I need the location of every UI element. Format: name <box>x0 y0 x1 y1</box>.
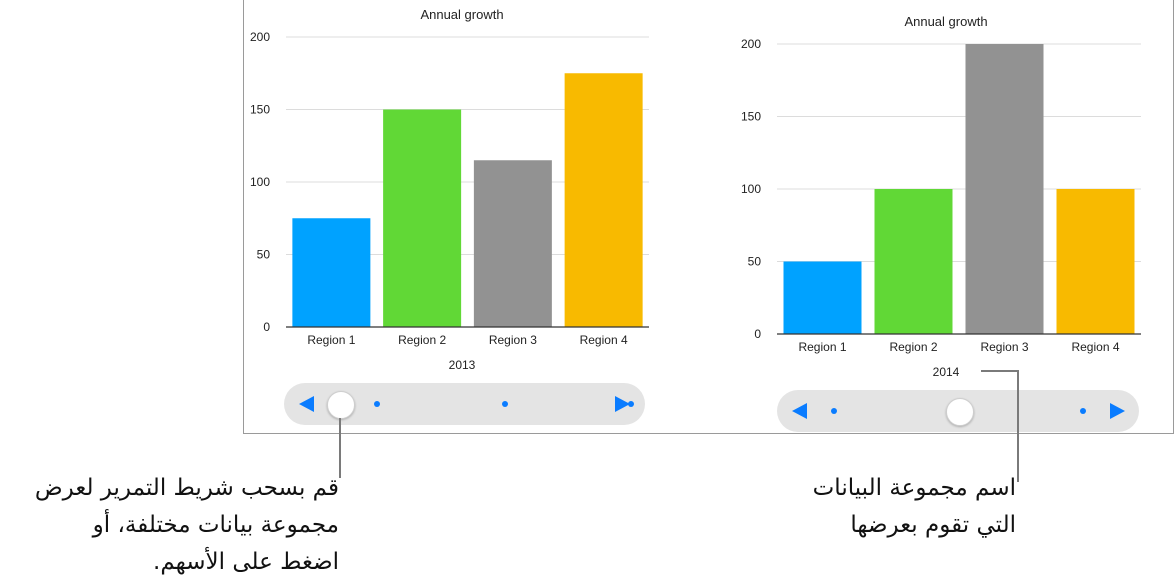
bar-region-3 <box>965 44 1044 334</box>
slider-stop-dot[interactable] <box>628 401 634 407</box>
x-tick-label: Region 2 <box>398 333 446 347</box>
chart-2013: Annual growth 0 50 100 150 200 Region 1 Region … <box>250 7 649 372</box>
slider-thumb[interactable] <box>327 391 355 419</box>
dataset-name-label: 2013 <box>449 358 476 372</box>
y-tick-label: 0 <box>263 320 270 334</box>
x-tick-label: Region 3 <box>980 340 1028 354</box>
right-arrow-icon[interactable] <box>1110 403 1125 419</box>
chart-title: Annual growth <box>420 7 503 22</box>
y-tick-label: 200 <box>741 37 761 51</box>
bar-region-1 <box>292 218 371 327</box>
dataset-name-label: 2014 <box>933 365 960 379</box>
y-tick-label: 100 <box>741 182 761 196</box>
leader-line-dataset-name <box>981 370 1019 372</box>
bar-region-2 <box>874 189 953 334</box>
y-tick-label: 200 <box>250 30 270 44</box>
y-tick-label: 150 <box>741 110 761 124</box>
bar-region-4 <box>564 73 643 327</box>
x-tick-label: Region 1 <box>798 340 846 354</box>
chart-title: Annual growth <box>904 14 987 29</box>
y-tick-label: 50 <box>257 248 271 262</box>
y-tick-label: 50 <box>748 255 762 269</box>
slider-instruction-callout: قم بسحب شريط التمرير لعرض مجموعة بيانات … <box>34 475 339 575</box>
bar-region-3 <box>473 160 552 327</box>
bar-region-1 <box>783 261 862 334</box>
slider-stop-dot[interactable] <box>831 408 837 414</box>
y-tick-label: 0 <box>754 327 761 341</box>
x-tick-label: Region 4 <box>580 333 628 347</box>
leader-line-dataset-name <box>1017 370 1019 482</box>
dataset-slider-left[interactable] <box>284 383 645 425</box>
right-arrow-icon[interactable] <box>615 396 630 412</box>
slider-stop-dot[interactable] <box>374 401 380 407</box>
x-tick-label: Region 3 <box>489 333 537 347</box>
chart-frame: Annual growth 0 50 100 150 200 Region 1 Region … <box>243 0 1174 434</box>
bar-region-2 <box>383 109 462 327</box>
slider-stop-dot[interactable] <box>502 401 508 407</box>
dataset-slider-right[interactable] <box>777 390 1139 432</box>
y-tick-label: 100 <box>250 175 270 189</box>
y-tick-label: 150 <box>250 103 270 117</box>
bar-region-4 <box>1056 189 1135 334</box>
dataset-name-callout: اسم مجموعة البيانات التي تقوم بعرضها <box>812 475 1016 538</box>
leader-line-slider <box>339 418 341 478</box>
slider-stop-dot[interactable] <box>1080 408 1086 414</box>
left-arrow-icon[interactable] <box>299 396 314 412</box>
slider-thumb[interactable] <box>946 398 974 426</box>
left-arrow-icon[interactable] <box>792 403 807 419</box>
x-tick-label: Region 2 <box>889 340 937 354</box>
x-tick-label: Region 4 <box>1071 340 1119 354</box>
x-tick-label: Region 1 <box>307 333 355 347</box>
chart-2014: Annual growth 0 50 100 150 200 Region 1 Region … <box>741 14 1141 379</box>
